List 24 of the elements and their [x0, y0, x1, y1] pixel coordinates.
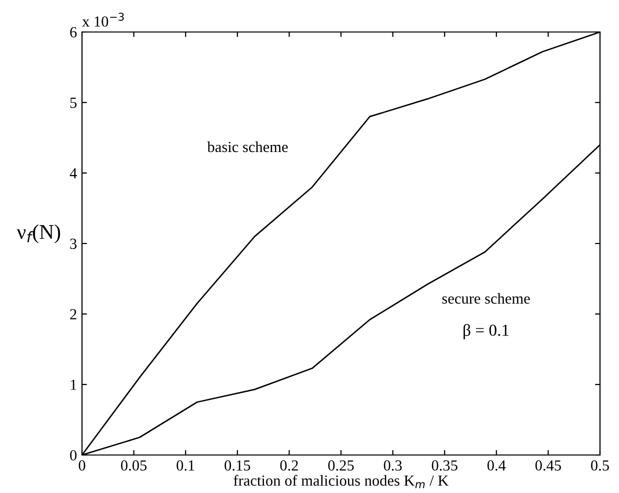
y-axis-title: ν$_{f}$(N)	[16, 224, 60, 244]
x-tick-label: 0.3	[384, 460, 402, 471]
y-tick-label: 3	[70, 238, 77, 249]
y-tick-label: 2	[70, 309, 76, 320]
y-tick-label: 5	[70, 98, 77, 108]
annotation: β = 0.1	[464, 324, 509, 340]
x-tick-label: 0.15	[224, 460, 250, 471]
x-tick-label: 0	[78, 460, 86, 471]
text: basic scheme	[207, 141, 288, 152]
x-tick-label: 0.25	[328, 460, 354, 471]
x-tick-label: 0.5	[591, 460, 609, 471]
y-tick-label: 6	[70, 27, 77, 38]
x-tick-label: 0.45	[535, 460, 561, 471]
series-label: secure scheme	[442, 292, 530, 304]
x-tick-label: 0.35	[432, 460, 458, 471]
text: x 10$^{−3}$	[82, 12, 124, 27]
x-tick-label: 0.1	[176, 460, 194, 471]
x-axis-title: fraction of malicious nodes K$_{m}$ / K	[234, 474, 449, 488]
x-tick-label: 0.4	[487, 460, 506, 471]
y-tick-label: 0	[70, 450, 77, 460]
x-tick-label: 0.2	[280, 460, 298, 471]
y-tick-label: 1	[70, 380, 76, 390]
y-tick-label: 4	[70, 168, 77, 178]
x-tick-label: 0.05	[121, 460, 147, 471]
